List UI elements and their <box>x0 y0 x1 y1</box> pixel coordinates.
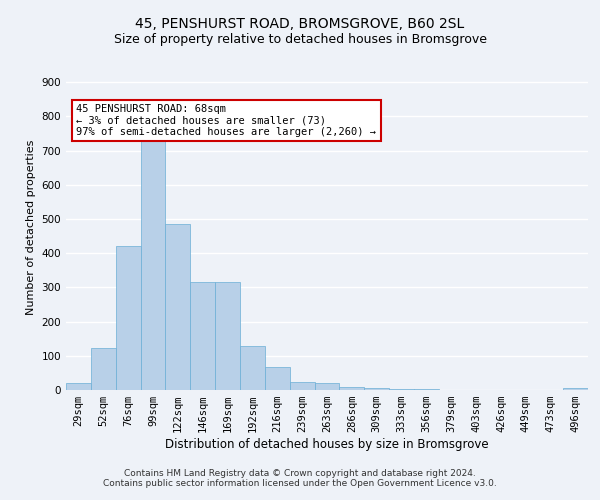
Bar <box>389 389 414 390</box>
Bar <box>314 383 340 390</box>
Text: 45 PENSHURST ROAD: 68sqm
← 3% of detached houses are smaller (73)
97% of semi-de: 45 PENSHURST ROAD: 68sqm ← 3% of detache… <box>76 104 376 137</box>
Bar <box>563 388 588 390</box>
Text: 45, PENSHURST ROAD, BROMSGROVE, B60 2SL: 45, PENSHURST ROAD, BROMSGROVE, B60 2SL <box>136 18 464 32</box>
Bar <box>340 386 364 390</box>
X-axis label: Distribution of detached houses by size in Bromsgrove: Distribution of detached houses by size … <box>165 438 489 451</box>
Bar <box>91 348 116 390</box>
Bar <box>364 388 389 390</box>
Text: Size of property relative to detached houses in Bromsgrove: Size of property relative to detached ho… <box>113 32 487 46</box>
Y-axis label: Number of detached properties: Number of detached properties <box>26 140 36 315</box>
Bar <box>240 346 265 390</box>
Bar <box>116 246 140 390</box>
Bar <box>190 282 215 390</box>
Bar <box>66 383 91 390</box>
Bar <box>414 389 439 390</box>
Text: Contains HM Land Registry data © Crown copyright and database right 2024.: Contains HM Land Registry data © Crown c… <box>124 469 476 478</box>
Bar <box>140 140 166 390</box>
Bar <box>265 367 290 390</box>
Bar <box>215 282 240 390</box>
Text: Contains public sector information licensed under the Open Government Licence v3: Contains public sector information licen… <box>103 479 497 488</box>
Bar <box>290 382 314 390</box>
Bar <box>166 224 190 390</box>
